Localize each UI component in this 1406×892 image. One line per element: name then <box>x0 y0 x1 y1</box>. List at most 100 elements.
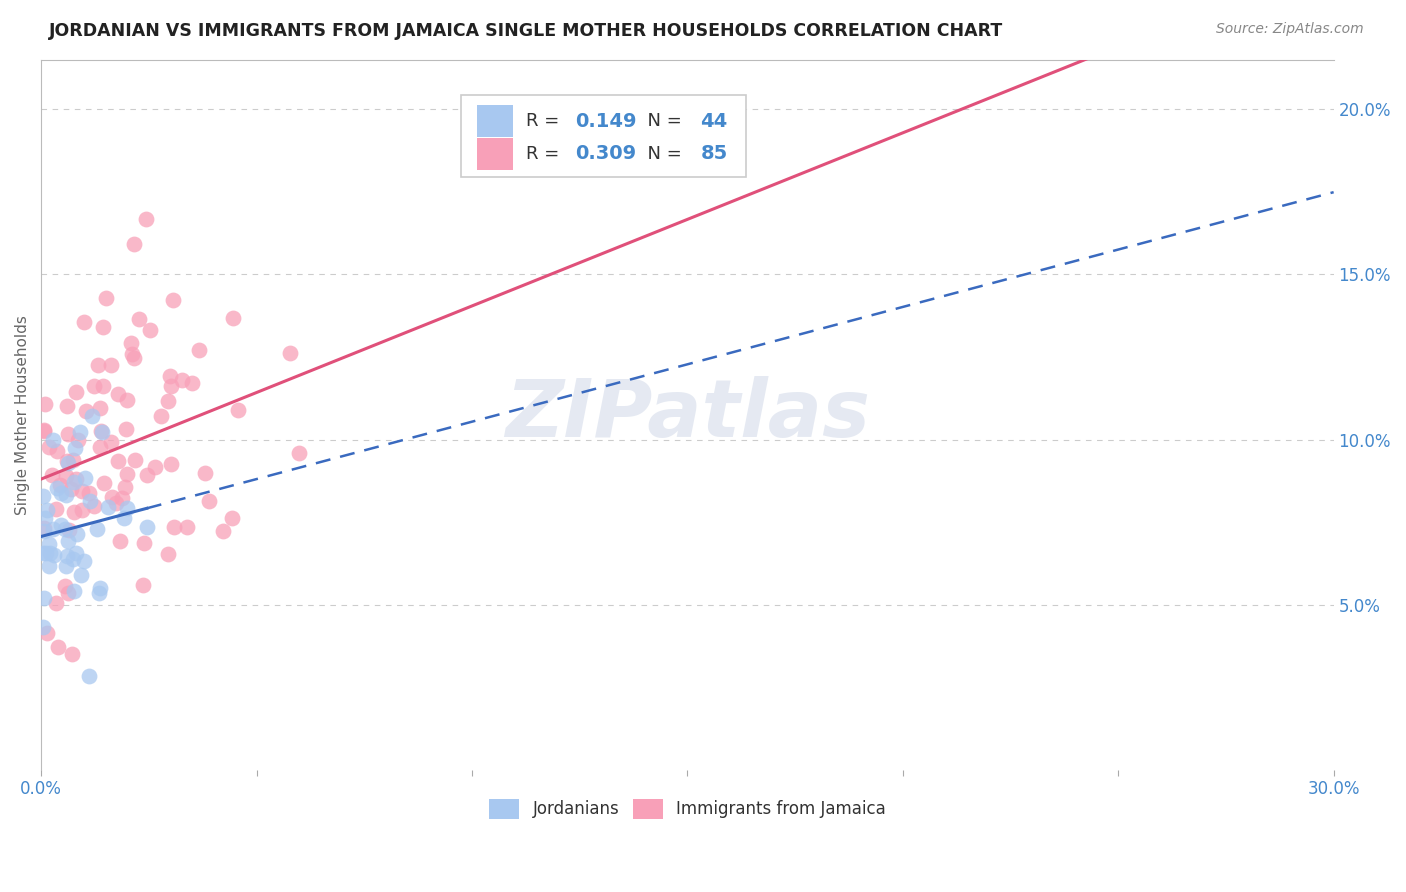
Point <box>37 503 59 517</box>
Point <box>77 669 100 683</box>
Point <box>62 583 84 598</box>
Point <box>75 470 97 484</box>
Point <box>86 522 108 536</box>
Point <box>77 486 100 500</box>
Point <box>55 469 77 483</box>
Point <box>135 519 157 533</box>
Point <box>156 547 179 561</box>
Point <box>34 591 56 606</box>
Point <box>86 358 108 372</box>
Text: R =: R = <box>526 112 565 130</box>
Point <box>211 524 233 539</box>
Point <box>53 522 76 536</box>
Point <box>69 425 91 439</box>
Point <box>111 491 134 506</box>
Point <box>83 379 105 393</box>
Point <box>65 546 87 560</box>
Point <box>44 548 66 562</box>
Text: ZIPatlas: ZIPatlas <box>505 376 870 454</box>
Point <box>115 467 138 481</box>
Point <box>38 545 60 559</box>
Point <box>91 379 114 393</box>
Point <box>49 518 72 533</box>
Text: 85: 85 <box>700 145 727 163</box>
Point <box>56 453 79 467</box>
Point <box>159 369 181 384</box>
Point <box>37 626 59 640</box>
Point <box>114 480 136 494</box>
Point <box>60 648 83 662</box>
Point <box>70 567 93 582</box>
Point <box>90 425 112 440</box>
Point <box>63 442 86 456</box>
Point <box>32 546 55 560</box>
Point <box>176 520 198 534</box>
Point <box>48 478 70 492</box>
Point <box>180 376 202 391</box>
Point <box>170 373 193 387</box>
Point <box>89 401 111 416</box>
Point <box>115 422 138 436</box>
Point <box>128 312 150 326</box>
Point <box>194 466 217 480</box>
Point <box>56 426 79 441</box>
Y-axis label: Single Mother Households: Single Mother Households <box>15 315 30 515</box>
Point <box>187 343 209 357</box>
Point <box>120 335 142 350</box>
Point <box>135 211 157 226</box>
Text: 44: 44 <box>700 112 727 131</box>
Point <box>56 399 79 413</box>
Point <box>72 503 94 517</box>
Point <box>115 500 138 515</box>
Point <box>100 435 122 450</box>
Point <box>51 485 73 500</box>
Point <box>34 423 56 437</box>
Point <box>157 393 180 408</box>
Point <box>34 521 56 535</box>
Point <box>132 535 155 549</box>
Text: JORDANIAN VS IMMIGRANTS FROM JAMAICA SINGLE MOTHER HOUSEHOLDS CORRELATION CHART: JORDANIAN VS IMMIGRANTS FROM JAMAICA SIN… <box>49 22 1004 40</box>
Point <box>62 552 84 566</box>
Point <box>66 527 89 541</box>
Point <box>163 520 186 534</box>
Point <box>221 511 243 525</box>
Point <box>35 546 58 560</box>
Point <box>226 403 249 417</box>
Text: N =: N = <box>636 112 688 130</box>
Point <box>46 482 69 496</box>
Point <box>41 467 63 482</box>
Text: N =: N = <box>636 145 688 163</box>
Point <box>42 433 65 447</box>
Point <box>94 292 117 306</box>
Point <box>45 502 67 516</box>
Point <box>83 499 105 513</box>
Point <box>55 488 77 502</box>
FancyBboxPatch shape <box>461 95 745 177</box>
Point <box>160 379 183 393</box>
Point <box>45 444 67 458</box>
Point <box>53 579 76 593</box>
Point <box>159 457 181 471</box>
Point <box>45 596 67 610</box>
Point <box>91 319 114 334</box>
Bar <box>477 105 513 137</box>
Point <box>143 459 166 474</box>
Point <box>65 385 87 400</box>
Point <box>162 293 184 307</box>
Point <box>108 534 131 549</box>
Legend: Jordanians, Immigrants from Jamaica: Jordanians, Immigrants from Jamaica <box>482 792 893 826</box>
Point <box>34 524 56 538</box>
Point <box>58 533 80 548</box>
Point <box>56 456 79 470</box>
Point <box>65 472 87 486</box>
Point <box>280 346 302 360</box>
Point <box>97 500 120 515</box>
Point <box>122 351 145 365</box>
Point <box>80 409 103 423</box>
Point <box>55 558 77 573</box>
Point <box>59 482 82 496</box>
Point <box>70 483 93 498</box>
Point <box>34 397 56 411</box>
Text: R =: R = <box>526 145 565 163</box>
Point <box>112 511 135 525</box>
